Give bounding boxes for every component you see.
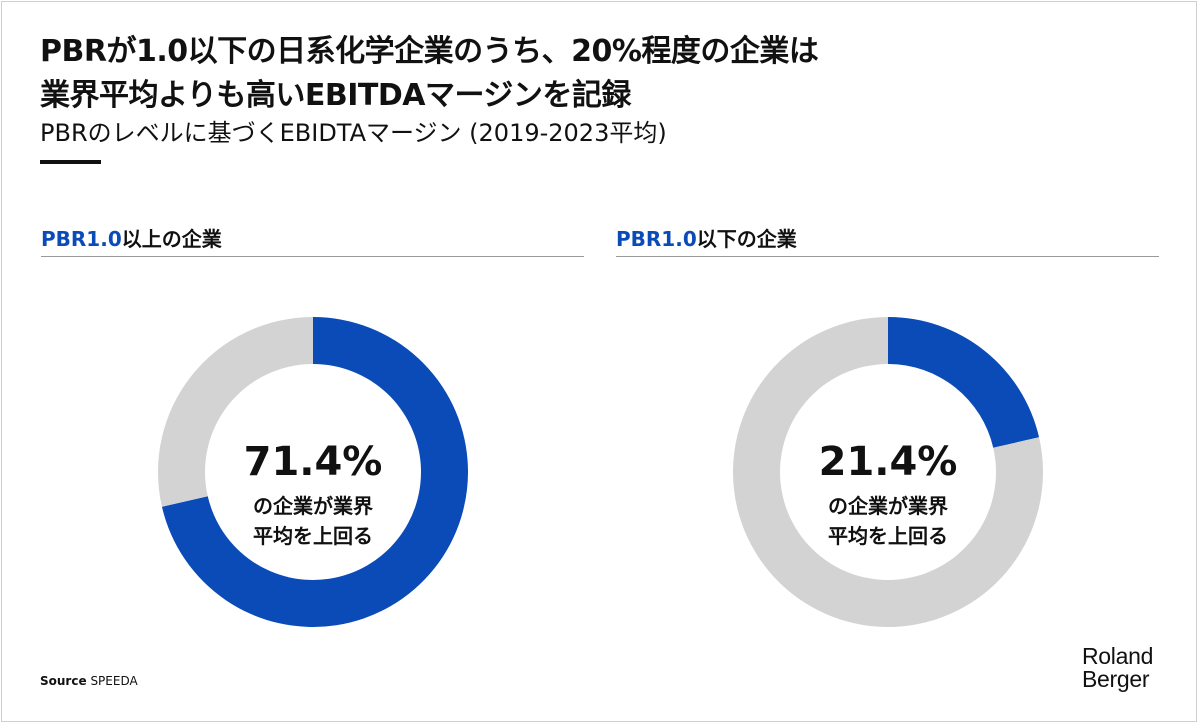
panel-title-right-rest: 以下の企業 [696,227,797,251]
donut-chart-right: 21.4% の企業が業界 平均を上回る [733,317,1043,627]
title-line-2: 業界平均よりも高いEBITDAマージンを記録 [40,78,631,113]
panel-title-right-accent: PBR1.0 [616,227,697,251]
center-text-left-line-2: 平均を上回る [253,524,373,548]
panel-rule-left [41,256,584,257]
panel-title-left: PBR1.0以上の企業 [41,226,222,252]
panel-title-right: PBR1.0以下の企業 [616,226,797,252]
donut-slice-left-highlight [161,317,468,627]
logo-line-2: Berger [1082,666,1150,692]
source-note: Source SPEEDA [40,674,138,688]
donut-slice-left-remainder [158,317,313,507]
donut-slice-right-remainder [733,317,1043,627]
percent-label-right: 21.4% [819,439,958,485]
donut-slice-right-highlight [888,317,1040,448]
center-text-left-line-1: の企業が業界 [253,494,373,518]
title-underline [40,160,101,164]
panel-title-left-accent: PBR1.0 [41,227,122,251]
roland-berger-logo: Roland Berger [1082,645,1153,691]
title-line-1: PBRが1.0以下の日系化学企業のうち、20%程度の企業は [40,34,819,69]
logo-line-1: Roland [1082,643,1154,669]
chart-subtitle: PBRのレベルに基づくEBIDTAマージン (2019-2023平均) [40,119,667,147]
panel-rule-right [616,256,1159,257]
source-name: SPEEDA [90,674,138,688]
percent-label-left: 71.4% [244,439,383,485]
panel-title-left-rest: 以上の企業 [121,227,222,251]
chart-title: PBRが1.0以下の日系化学企業のうち、20%程度の企業は 業界平均よりも高いE… [40,30,1040,118]
center-text-right-line-1: の企業が業界 [828,494,948,518]
center-text-right-line-2: 平均を上回る [828,524,948,548]
donut-chart-left: 71.4% の企業が業界 平均を上回る [158,317,468,627]
source-label: Source [40,674,87,688]
